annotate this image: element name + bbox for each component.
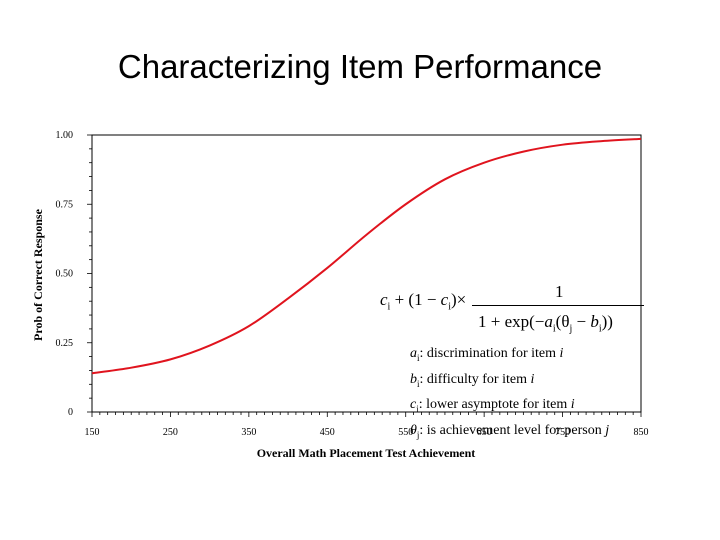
x-tick-label: 550	[398, 427, 413, 438]
formula-close-paren: )	[451, 290, 457, 309]
definition-b: bi: difficulty for item i	[410, 372, 535, 389]
x-tick-label: 250	[163, 427, 178, 438]
y-axis-label: Prob of Correct Response	[31, 208, 45, 341]
icc-curve	[91, 137, 642, 375]
formula-sub-i: i	[387, 301, 391, 313]
formula-open-theta: (θ	[555, 312, 570, 331]
formula-denom-end: ))	[601, 312, 613, 331]
formula-a: a	[544, 312, 553, 331]
plot-frame	[91, 134, 642, 413]
x-axis-label: Overall Math Placement Test Achievement	[257, 446, 476, 460]
formula-denominator: 1 + exp(−ai(θj − bi))	[478, 312, 613, 334]
formula-times: ×	[456, 290, 467, 309]
formula-sub-j: j	[569, 323, 573, 335]
slide-title: Characterizing Item Performance	[117, 48, 603, 85]
formula-numerator: 1	[555, 282, 564, 301]
formula-one-minus: (1 −	[408, 290, 437, 309]
x-tick-label: 650	[477, 427, 492, 438]
x-tick-label: 850	[634, 427, 649, 438]
y-tick-label: 0.25	[56, 338, 74, 349]
chart-tick-labels: 150 250 350 450 550 650 750 850 0 0.25 0.50 0.75 1.0…	[56, 130, 649, 438]
formula-sub-i3: i	[552, 323, 556, 335]
irt-formula: ci + (1 − ci)×	[380, 290, 466, 312]
formula-c: c	[380, 290, 388, 309]
definition-c: ci: lower asymptote for item i	[410, 397, 575, 414]
chart-ticks	[87, 134, 642, 417]
formula-minus: −	[576, 312, 587, 331]
x-tick-label: 350	[241, 427, 256, 438]
formula-b: b	[590, 312, 599, 331]
chart-axes	[91, 134, 642, 413]
chart-series	[91, 137, 642, 375]
formula-sub-i2: i	[448, 301, 451, 313]
y-tick-label: 1.00	[56, 130, 74, 141]
definition-a: ai: discrimination for item i	[410, 346, 564, 363]
y-tick-label: 0	[68, 407, 73, 418]
definition-theta: θj: is achievement level for person j	[410, 423, 610, 440]
x-tick-label: 450	[320, 427, 335, 438]
x-tick-label: 750	[555, 427, 570, 438]
y-tick-label: 0.50	[56, 269, 74, 280]
formula-c2: c	[440, 290, 449, 309]
y-tick-label: 0.75	[56, 199, 74, 210]
x-tick-label: 150	[85, 427, 100, 438]
formula-fraction-bar	[472, 305, 644, 306]
formula-denom-start: 1 + exp(−	[478, 312, 545, 331]
formula-plus: +	[394, 290, 405, 309]
formula-sub-i4: i	[598, 323, 602, 335]
